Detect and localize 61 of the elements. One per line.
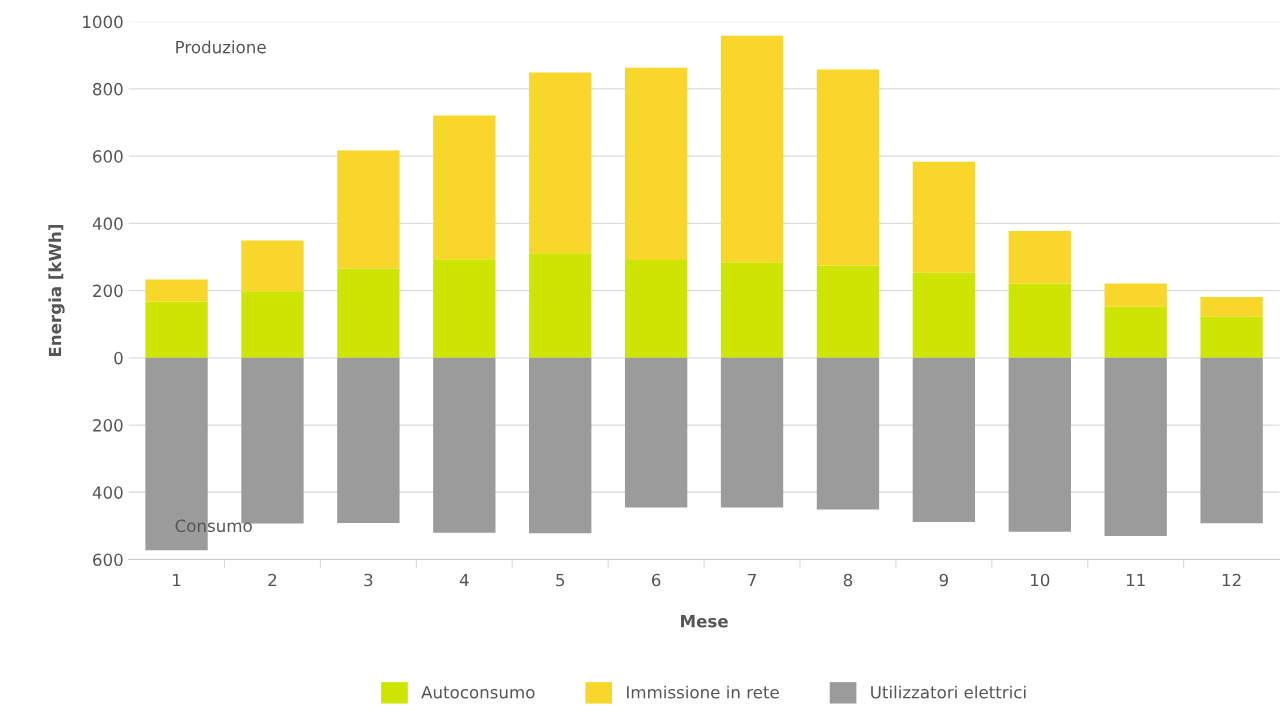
y-tick-label: 600 (93, 150, 123, 163)
bar (1008, 357, 1071, 532)
bar (720, 262, 784, 358)
bar (1200, 296, 1263, 317)
bar (529, 357, 592, 534)
bar (624, 357, 688, 508)
bar (720, 357, 784, 508)
x-axis-title: Mese (681, 615, 728, 628)
bar (241, 291, 304, 358)
bar (816, 69, 880, 266)
bar (529, 253, 592, 358)
x-tick-label: 8 (843, 573, 853, 587)
x-tick-label: 4 (459, 573, 469, 587)
y-tick-label: 1000 (83, 15, 123, 29)
bar (433, 259, 496, 358)
bar (624, 260, 688, 358)
legend-label: Utilizzatori elettrici (871, 685, 1026, 699)
x-tick-label: 9 (939, 573, 948, 587)
bar (433, 115, 496, 260)
bar (912, 161, 976, 273)
x-tick-label: 6 (651, 573, 661, 587)
y-tick-label: 800 (93, 82, 123, 96)
legend-label: Immissione in rete (627, 685, 779, 699)
x-tick-label: 1 (173, 573, 181, 587)
bar (1104, 357, 1167, 537)
bar (1104, 306, 1167, 358)
bar (912, 272, 976, 358)
y-tick-label: 200 (93, 419, 123, 432)
x-tick-label: 10 (1031, 573, 1050, 587)
bar (816, 357, 880, 510)
y-axis-title: Energia [kWh] (48, 225, 65, 357)
bar (1008, 231, 1071, 284)
y-tick-label: 600 (93, 553, 123, 567)
bar (145, 279, 208, 302)
bar (720, 35, 784, 263)
bar (337, 357, 400, 523)
x-tick-label: 11 (1126, 573, 1145, 587)
x-tick-label: 2 (268, 573, 277, 587)
bar (816, 265, 880, 358)
bar (337, 150, 400, 269)
bar (1200, 357, 1263, 524)
x-tick-label: 7 (748, 573, 756, 587)
bar (145, 301, 208, 358)
x-tick-label: 3 (364, 573, 373, 587)
annotation: Produzione (176, 40, 266, 54)
bar (529, 72, 592, 254)
y-tick-label: 0 (114, 351, 123, 365)
bar (433, 357, 496, 533)
bar (912, 357, 976, 522)
y-tick-label: 400 (92, 217, 123, 230)
x-tick-label: 5 (556, 573, 565, 587)
y-tick-label: 400 (92, 486, 123, 499)
bar (1200, 316, 1263, 358)
bar (624, 67, 688, 261)
legend-label: Autoconsumo (421, 686, 535, 699)
bar (1104, 283, 1167, 307)
x-tick-label: 12 (1222, 573, 1241, 587)
y-tick-label: 200 (93, 284, 123, 298)
bar (1008, 283, 1071, 358)
bar (337, 268, 400, 358)
bar (241, 240, 304, 292)
